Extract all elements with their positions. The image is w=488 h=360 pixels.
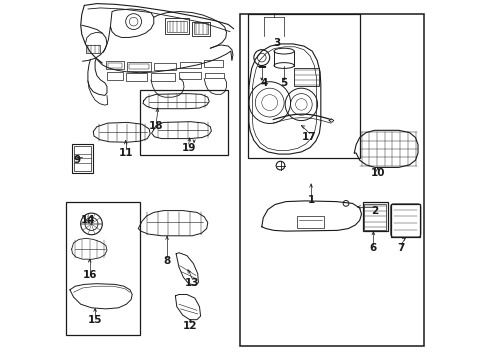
Bar — [240, 14, 423, 346]
Bar — [296, 216, 323, 228]
Bar — [192, 22, 210, 36]
Bar — [125, 73, 147, 81]
Bar — [179, 62, 201, 68]
Bar — [106, 61, 123, 69]
Bar — [127, 62, 151, 71]
Bar — [247, 14, 359, 158]
Text: 16: 16 — [82, 270, 97, 280]
Text: 1: 1 — [307, 195, 314, 205]
Text: 4: 4 — [260, 78, 267, 88]
Bar — [179, 72, 200, 79]
Bar — [194, 23, 208, 34]
Text: 2: 2 — [370, 206, 378, 216]
Bar — [167, 21, 186, 32]
Text: 18: 18 — [149, 121, 163, 131]
Bar — [66, 202, 140, 335]
Text: 19: 19 — [181, 143, 196, 153]
Bar — [74, 146, 91, 171]
Text: 9: 9 — [73, 155, 81, 165]
Text: 15: 15 — [88, 315, 102, 325]
Bar — [165, 18, 188, 34]
Text: 7: 7 — [397, 243, 404, 253]
Bar — [86, 45, 101, 53]
Bar — [153, 63, 176, 70]
Bar — [294, 68, 319, 86]
Bar — [107, 72, 122, 80]
Bar — [204, 60, 223, 67]
Text: 14: 14 — [81, 215, 95, 225]
Bar — [204, 73, 223, 78]
Text: 5: 5 — [280, 78, 287, 88]
Text: 17: 17 — [302, 132, 316, 142]
Bar — [362, 202, 387, 231]
Bar — [140, 90, 228, 155]
Bar — [151, 73, 175, 81]
Text: 12: 12 — [183, 321, 197, 331]
Text: 3: 3 — [273, 38, 280, 48]
Text: 6: 6 — [369, 243, 376, 253]
Bar — [363, 204, 386, 230]
Text: 13: 13 — [184, 278, 199, 288]
Text: 10: 10 — [370, 168, 384, 178]
Text: 8: 8 — [163, 256, 170, 266]
Bar — [390, 204, 419, 237]
Bar — [107, 63, 122, 68]
Bar — [72, 144, 92, 173]
Bar — [129, 64, 149, 69]
Text: 11: 11 — [118, 148, 133, 158]
